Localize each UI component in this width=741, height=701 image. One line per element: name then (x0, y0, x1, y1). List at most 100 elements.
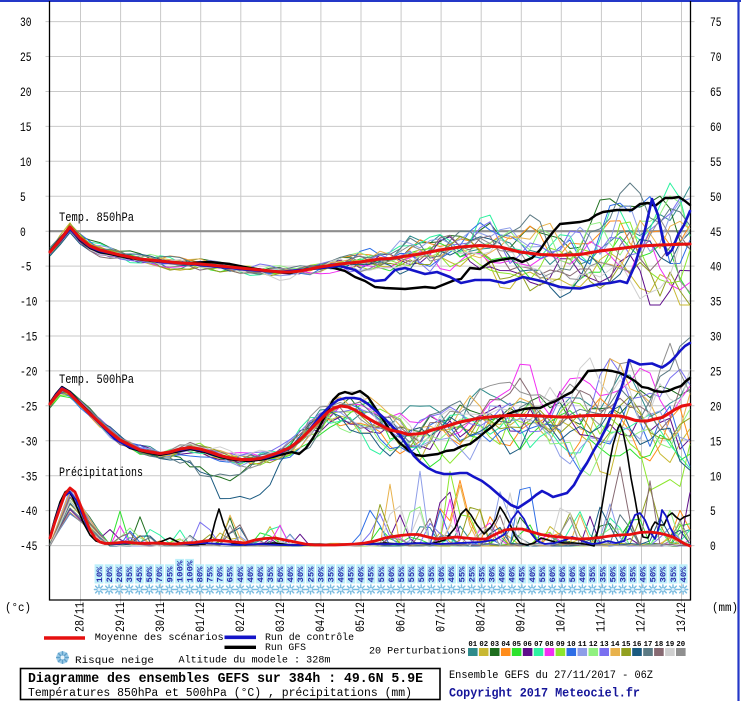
svg-text:30%: 30% (489, 566, 498, 582)
svg-text:(°c): (°c) (5, 602, 31, 615)
svg-text:55%: 55% (539, 566, 548, 582)
svg-text:50%: 50% (418, 566, 427, 582)
svg-text:45: 45 (710, 225, 722, 240)
svg-text:04: 04 (501, 641, 510, 649)
svg-text:30%: 30% (619, 566, 628, 582)
svg-text:10: 10 (20, 155, 32, 170)
svg-text:40%: 40% (287, 566, 296, 582)
svg-text:07/12: 07/12 (434, 602, 448, 632)
svg-text:45%: 45% (368, 566, 377, 582)
svg-text:20%: 20% (106, 566, 115, 582)
svg-text:09: 09 (556, 641, 565, 649)
svg-text:30: 30 (710, 330, 722, 345)
svg-text:10/12: 10/12 (555, 602, 569, 632)
svg-text:01: 01 (468, 641, 477, 649)
svg-text:07: 07 (534, 641, 543, 649)
svg-text:50%: 50% (146, 566, 155, 582)
svg-text:15: 15 (20, 120, 32, 135)
svg-text:30/11: 30/11 (154, 602, 168, 632)
svg-text:13: 13 (600, 641, 609, 649)
svg-text:Risque neige: Risque neige (75, 655, 154, 667)
svg-text:Run de contrôle: Run de contrôle (265, 632, 354, 644)
svg-text:15: 15 (622, 641, 631, 649)
svg-text:35%: 35% (267, 566, 276, 582)
svg-text:35%: 35% (589, 566, 598, 582)
svg-text:100%: 100% (176, 560, 185, 582)
svg-text:06: 06 (523, 641, 532, 649)
svg-text:40%: 40% (499, 566, 508, 582)
svg-text:35%: 35% (428, 566, 437, 582)
svg-text:50%: 50% (559, 566, 568, 582)
svg-text:35: 35 (710, 295, 722, 310)
svg-text:12/12: 12/12 (635, 602, 649, 632)
svg-text:35%: 35% (479, 566, 488, 582)
svg-text:45%: 45% (136, 566, 145, 582)
svg-text:20: 20 (710, 399, 722, 414)
svg-text:30%: 30% (438, 566, 447, 582)
svg-text:02: 02 (479, 641, 488, 649)
svg-text:55%: 55% (398, 566, 407, 582)
svg-text:-45: -45 (20, 539, 37, 554)
svg-text:17: 17 (644, 641, 653, 649)
svg-text:20%: 20% (116, 566, 125, 582)
svg-text:60%: 60% (388, 566, 397, 582)
svg-text:18: 18 (655, 641, 664, 649)
svg-text:35%: 35% (126, 566, 135, 582)
svg-text:70: 70 (710, 50, 722, 65)
svg-text:45%: 45% (348, 566, 357, 582)
svg-text:08/12: 08/12 (474, 602, 488, 632)
svg-text:19: 19 (666, 641, 675, 649)
svg-text:13/12: 13/12 (675, 602, 689, 632)
svg-text:-5: -5 (20, 260, 32, 275)
svg-text:60: 60 (710, 120, 722, 135)
svg-text:-30: -30 (20, 434, 37, 449)
svg-text:20: 20 (20, 85, 32, 100)
svg-text:45%: 45% (519, 566, 528, 582)
svg-text:55: 55 (710, 155, 722, 170)
svg-text:10%: 10% (96, 566, 105, 582)
svg-text:05: 05 (512, 641, 521, 649)
svg-text:50%: 50% (277, 566, 286, 582)
svg-text:75: 75 (710, 15, 722, 30)
svg-text:03: 03 (490, 641, 499, 649)
svg-text:04/12: 04/12 (314, 602, 328, 632)
svg-text:(mm): (mm) (712, 602, 738, 615)
svg-text:35%: 35% (327, 566, 336, 582)
svg-text:30%: 30% (297, 566, 306, 582)
svg-text:55%: 55% (408, 566, 417, 582)
svg-text:40%: 40% (338, 566, 347, 582)
svg-text:25: 25 (710, 365, 722, 380)
svg-text:50%: 50% (569, 566, 578, 582)
svg-text:10: 10 (567, 641, 576, 649)
svg-text:40%: 40% (237, 566, 246, 582)
svg-text:Altitude du modele : 328m: Altitude du modele : 328m (179, 655, 331, 667)
svg-text:70%: 70% (217, 566, 226, 582)
svg-text:35%: 35% (630, 566, 639, 582)
svg-text:35%: 35% (599, 566, 608, 582)
svg-text:30%: 30% (317, 566, 326, 582)
svg-text:40%: 40% (247, 566, 256, 582)
svg-text:5: 5 (710, 504, 716, 519)
svg-text:Ensemble GEFS du 27/11/2017 -: Ensemble GEFS du 27/11/2017 - 06Z (449, 670, 653, 682)
svg-text:11/12: 11/12 (595, 602, 609, 632)
svg-text:25%: 25% (307, 566, 316, 582)
svg-text:40%: 40% (680, 566, 689, 582)
svg-text:20: 20 (676, 641, 685, 649)
svg-text:Précipitations: Précipitations (59, 465, 143, 480)
svg-text:-15: -15 (20, 330, 37, 345)
svg-text:20 Perturbations: 20 Perturbations (369, 646, 466, 658)
svg-text:28/11: 28/11 (74, 602, 88, 632)
svg-text:-10: -10 (20, 295, 37, 310)
svg-text:0: 0 (20, 225, 26, 240)
svg-text:5: 5 (20, 190, 26, 205)
svg-text:65%: 65% (227, 566, 236, 582)
svg-text:Run GFS: Run GFS (265, 642, 306, 654)
svg-text:06/12: 06/12 (394, 602, 408, 632)
svg-text:-35: -35 (20, 469, 37, 484)
svg-text:Moyenne des scénarios: Moyenne des scénarios (95, 632, 224, 644)
svg-text:70%: 70% (156, 566, 165, 582)
svg-text:40%: 40% (257, 566, 266, 582)
svg-text:11: 11 (578, 641, 587, 649)
svg-text:40: 40 (710, 260, 722, 275)
svg-text:40%: 40% (529, 566, 538, 582)
